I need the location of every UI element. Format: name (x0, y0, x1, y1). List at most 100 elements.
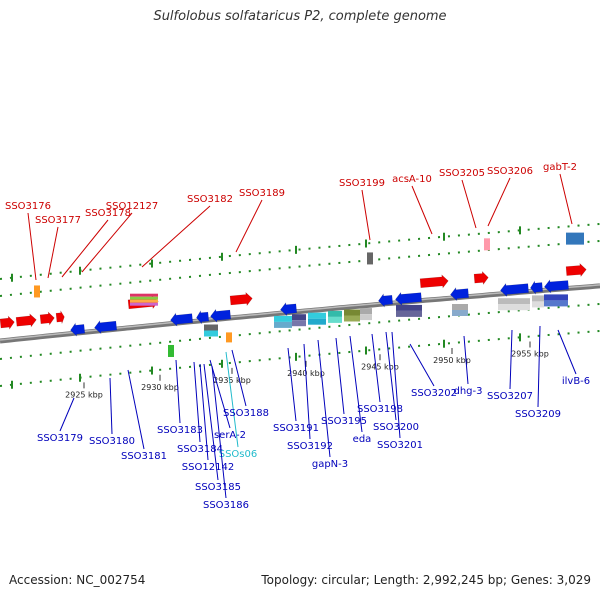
gene-label[interactable]: SSO3186 (203, 500, 249, 511)
cog-band (328, 310, 342, 317)
feature-marker[interactable] (34, 285, 40, 298)
reverse-gene-arrow[interactable] (94, 319, 118, 335)
forward-gene-arrow[interactable] (15, 313, 37, 328)
inner-reverse-track (0, 302, 600, 360)
reverse-gene-arrow[interactable] (395, 291, 422, 307)
reverse-gene-arrow[interactable] (170, 312, 194, 327)
scale-label: 2945 kbp (361, 362, 399, 371)
scale-label: 2950 kbp (433, 356, 471, 365)
cog-band (544, 300, 568, 307)
label-leader-line (303, 343, 311, 440)
forward-gene-arrow[interactable] (229, 291, 253, 307)
cog-band (396, 304, 422, 311)
reverse-gene-arrow[interactable] (280, 302, 298, 317)
gene-label[interactable]: SSO3177 (35, 215, 81, 226)
label-leader-line (61, 219, 109, 278)
feature-marker[interactable] (226, 332, 232, 343)
reverse-gene-arrow[interactable] (70, 322, 86, 337)
gene-label[interactable]: SSO3201 (377, 440, 423, 451)
label-leader-line (349, 335, 363, 433)
gene-label[interactable]: SSOs06 (219, 449, 258, 460)
forward-gene-arrow[interactable] (39, 311, 55, 326)
reverse-gene-arrow[interactable] (196, 310, 210, 325)
cog-band (308, 318, 326, 325)
feature-marker[interactable] (484, 238, 490, 251)
label-leader-line (175, 359, 181, 424)
gene-label[interactable]: SSO3189 (239, 188, 285, 199)
label-leader-line (199, 363, 209, 461)
gene-label[interactable]: SSO3181 (121, 451, 167, 462)
gene-label[interactable]: gabT-2 (543, 162, 577, 173)
label-leader-line (411, 185, 433, 235)
gene-label[interactable]: SSO3192 (287, 441, 333, 452)
label-leader-line (335, 337, 345, 415)
gene-label[interactable]: SSO3185 (195, 482, 241, 493)
label-leader-line (203, 363, 219, 481)
outer-reverse-track (0, 329, 600, 387)
feature-marker[interactable] (367, 252, 373, 265)
scale-label: 2935 kbp (213, 376, 251, 385)
cog-band (344, 315, 360, 322)
reverse-gene-arrow[interactable] (450, 287, 469, 302)
reverse-gene-arrow[interactable] (210, 308, 232, 323)
gene-label[interactable]: serA-2 (214, 430, 246, 441)
gene-label[interactable]: SSO12142 (182, 462, 234, 473)
label-leader-line (391, 331, 401, 439)
gene-label[interactable]: SSO3205 (439, 168, 485, 179)
gene-label[interactable]: SSO3198 (357, 404, 403, 415)
gene-label[interactable]: SSO3202 (411, 388, 457, 399)
gene-label[interactable]: SSO3207 (487, 391, 533, 402)
gene-label[interactable]: eda (353, 434, 372, 445)
cog-band (396, 310, 422, 317)
reverse-gene-arrow[interactable] (378, 293, 394, 308)
gene-label[interactable]: SSO3188 (223, 408, 269, 419)
label-leader-line (559, 173, 573, 225)
forward-gene-arrow[interactable] (473, 270, 489, 286)
label-leader-line (463, 335, 469, 385)
gene-label[interactable]: acsA-10 (392, 174, 432, 185)
label-leader-line (557, 329, 577, 375)
gene-label[interactable]: ilvB-6 (562, 376, 590, 387)
feature-marker[interactable] (168, 344, 174, 357)
gene-label[interactable]: SSO3195 (321, 416, 367, 427)
cog-band (452, 304, 468, 310)
forward-gene-arrow[interactable] (0, 315, 15, 330)
gene-label[interactable]: SSO3183 (157, 425, 203, 436)
gene-label[interactable]: SSO12127 (106, 201, 158, 212)
gene-label[interactable]: SSO3179 (37, 433, 83, 444)
label-leader-line (371, 333, 381, 403)
cog-band (344, 309, 360, 316)
forward-gene-arrow[interactable] (565, 262, 587, 278)
reverse-gene-arrow[interactable] (544, 278, 569, 294)
gene-label[interactable]: SSO3182 (187, 194, 233, 205)
cog-band (328, 316, 342, 323)
gene-label[interactable]: gapN-3 (312, 459, 348, 470)
reverse-gene-arrow[interactable] (530, 280, 543, 295)
reverse-gene-arrow[interactable] (500, 282, 529, 298)
gene-label[interactable]: SSO3176 (5, 201, 51, 212)
gene-label[interactable]: SSO3191 (273, 423, 319, 434)
gene-label[interactable]: SSO3199 (339, 178, 385, 189)
label-leader-line (317, 339, 331, 458)
gene-label[interactable]: SSO3206 (487, 166, 533, 177)
gene-label[interactable]: SSO3209 (515, 409, 561, 420)
gene-label[interactable]: SSO3178 (85, 208, 131, 219)
gene-label[interactable]: SSO3200 (373, 422, 419, 433)
gene-label[interactable]: SSO3184 (177, 444, 223, 455)
cog-band (532, 301, 544, 308)
gene-label[interactable]: SSO3180 (89, 436, 135, 447)
label-leader-line (109, 377, 113, 435)
cog-band (130, 299, 158, 303)
gene-label[interactable]: dhg-3 (453, 386, 482, 397)
forward-gene-arrow[interactable] (55, 310, 65, 324)
cog-band (274, 321, 292, 328)
label-leader-line (409, 343, 435, 387)
genome-summary: Topology: circular; Length: 2,992,245 bp… (261, 573, 591, 587)
cog-band (532, 295, 544, 302)
label-leader-line (487, 177, 511, 227)
forward-gene-arrow[interactable] (419, 274, 449, 289)
feature-marker[interactable] (566, 232, 584, 245)
cog-band (204, 324, 218, 331)
